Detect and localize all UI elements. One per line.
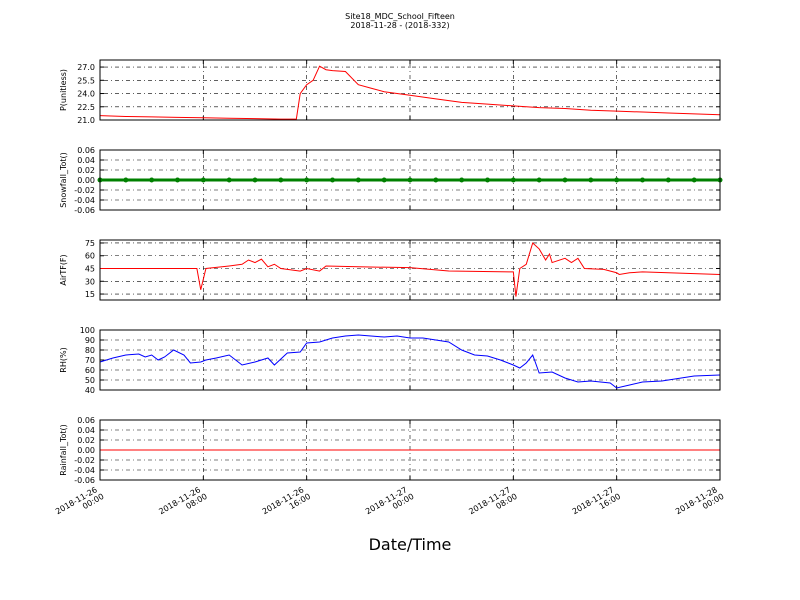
data-point — [485, 177, 490, 183]
chart-title: Site18_MDC_School_Fifteen — [345, 12, 455, 21]
y-tick-label: 80 — [85, 346, 95, 355]
data-point — [175, 177, 180, 183]
y-axis-label: Rainfall_Tot() — [59, 424, 68, 476]
y-axis-label: P(unitless) — [59, 69, 68, 111]
y-tick-label: 90 — [85, 336, 95, 345]
data-point — [433, 177, 439, 183]
data-point — [407, 177, 413, 183]
data-point — [381, 177, 387, 183]
y-tick-label: -0.04 — [74, 196, 95, 205]
data-point — [614, 177, 620, 183]
data-point — [226, 177, 232, 183]
y-tick-label: -0.06 — [74, 206, 95, 215]
y-tick-label: 0.04 — [77, 156, 95, 165]
x-tick-label: 2018-11-28 00:00 — [674, 484, 725, 524]
data-point — [123, 177, 129, 183]
y-tick-label: 30 — [85, 277, 95, 286]
plot-frame — [99, 149, 721, 211]
y-tick-label: 0.06 — [77, 146, 95, 155]
x-tick-label: 2018-11-26 16:00 — [261, 484, 312, 524]
x-tick-label: 2018-11-27 08:00 — [467, 484, 518, 524]
y-tick-label: 40 — [85, 386, 95, 395]
y-tick-label: 24.0 — [77, 90, 95, 99]
y-axis-label: AirTF(F) — [59, 254, 68, 285]
plot-frame — [99, 239, 721, 301]
x-tick-label: 2018-11-27 16:00 — [571, 484, 622, 524]
y-tick-label: 25.5 — [77, 76, 95, 85]
data-line — [99, 334, 721, 389]
data-point — [665, 177, 671, 183]
x-tick-label: 2018-11-26 08:00 — [157, 484, 208, 524]
y-tick-label: -0.02 — [74, 456, 95, 465]
y-tick-label: 0.02 — [77, 436, 95, 445]
plot-frame — [99, 329, 721, 391]
data-line — [99, 65, 721, 120]
y-tick-label: 100 — [80, 326, 95, 335]
data-point — [536, 177, 542, 183]
data-point — [200, 177, 206, 183]
data-point — [278, 177, 284, 183]
chart-subtitle: 2018-11-28 - (2018-332) — [350, 21, 449, 30]
data-line — [100, 242, 721, 297]
x-axis-label: Date/Time — [369, 535, 452, 554]
y-tick-label: 0.04 — [77, 426, 95, 435]
data-point — [252, 177, 258, 183]
data-point — [691, 177, 697, 183]
x-tick-label: 2018-11-26 00:00 — [54, 484, 105, 524]
y-tick-label: 70 — [85, 356, 95, 365]
data-point — [640, 177, 645, 183]
data-point — [459, 177, 465, 183]
data-point — [355, 177, 361, 183]
data-point — [510, 177, 516, 183]
data-point — [588, 177, 594, 183]
y-tick-label: 15 — [85, 290, 95, 299]
y-tick-label: 75 — [85, 239, 95, 248]
y-tick-label: 50 — [85, 376, 95, 385]
data-point — [304, 177, 310, 183]
data-point — [330, 177, 335, 183]
y-tick-label: 45 — [85, 265, 95, 274]
data-point — [149, 177, 155, 183]
y-tick-label: 21.0 — [77, 116, 95, 125]
plot-frame — [99, 419, 721, 481]
y-tick-label: -0.06 — [74, 476, 95, 485]
y-tick-label: 0.02 — [77, 166, 95, 175]
y-tick-label: 60 — [85, 252, 95, 261]
y-axis-label: RH(%) — [59, 347, 68, 372]
data-point — [562, 177, 568, 183]
y-tick-label: -0.04 — [74, 466, 95, 475]
y-axis-label: Snowfall_Tot() — [59, 152, 68, 208]
y-tick-label: 22.5 — [77, 103, 95, 112]
plot-frame — [99, 59, 721, 121]
y-tick-label: -0.02 — [74, 186, 95, 195]
x-tick-label: 2018-11-27 00:00 — [364, 484, 415, 524]
y-tick-label: 60 — [85, 366, 95, 375]
y-tick-label: 0.00 — [77, 446, 95, 455]
y-tick-label: 0.06 — [77, 416, 95, 425]
y-tick-label: 0.00 — [77, 176, 95, 185]
y-tick-label: 27.0 — [77, 63, 95, 72]
